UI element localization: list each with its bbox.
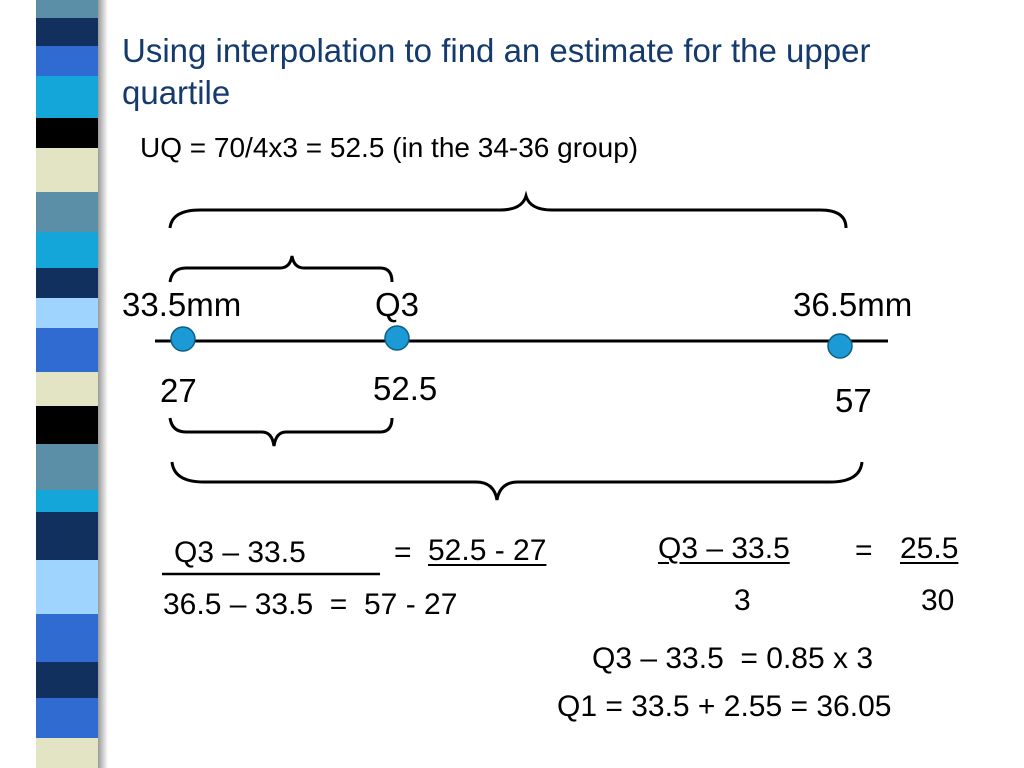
eq1-equals: = [394, 536, 412, 569]
stripe-segment [36, 268, 98, 298]
bottom-large-brace [170, 461, 864, 501]
stripe-segment [36, 738, 98, 768]
stripe-segment [36, 46, 98, 76]
stripe-segment [36, 18, 98, 46]
point-upper [827, 333, 853, 359]
q3-label: Q3 [375, 286, 420, 323]
eq1-denominator: 36.5 – 33.5 = 57 - 27 [163, 588, 458, 621]
stripe-segment [36, 372, 98, 406]
stripe-segment [36, 512, 98, 560]
result-line-2: Q1 = 33.5 + 2.55 = 36.05 [557, 690, 892, 723]
decorative-stripe-bar [36, 0, 98, 768]
stripe-segment [36, 444, 98, 490]
q3-cf-value: 52.5 [373, 370, 438, 407]
upper-cf-value: 57 [835, 382, 872, 419]
upper-bound-label: 36.5mm [793, 286, 913, 323]
eq2-equals: = [855, 534, 873, 567]
stripe-segment [36, 148, 98, 192]
bottom-small-brace [168, 417, 394, 447]
uq-calculation: UQ = 70/4x3 = 52.5 (in the 34-36 group) [140, 132, 639, 163]
eq2-denominator-left: 3 [734, 584, 751, 617]
eq1-numerator-left: Q3 – 33.5 [174, 536, 306, 569]
stripe-segment [36, 298, 98, 328]
stripe-segment [36, 0, 98, 18]
stripe-shadow [98, 0, 108, 768]
stripe-segment [36, 662, 98, 698]
slide-title: Using interpolation to find an estimate … [122, 32, 871, 111]
eq2-denominator-right: 30 [921, 584, 955, 617]
stripe-segment [36, 76, 98, 118]
point-q3 [384, 325, 410, 351]
top-large-brace [168, 190, 848, 229]
stripe-segment [36, 406, 98, 444]
stripe-segment [36, 614, 98, 662]
top-small-brace [168, 255, 394, 283]
stripe-segment [36, 560, 98, 614]
stripe-segment [36, 490, 98, 512]
point-lower [170, 326, 196, 352]
stripe-segment [36, 698, 98, 738]
eq2-numerator-right: 25.5 [900, 532, 959, 565]
stripe-segment [36, 232, 98, 268]
eq2-numerator-left: Q3 – 33.5 [658, 532, 790, 565]
stripe-segment [36, 328, 98, 372]
eq1-numerator-right: 52.5 - 27 [428, 534, 547, 567]
lower-bound-label: 33.5mm [122, 286, 242, 323]
stripe-segment [36, 118, 98, 148]
result-line-1: Q3 – 33.5 = 0.85 x 3 [592, 642, 874, 675]
lower-cf-value: 27 [160, 372, 197, 409]
stripe-segment [36, 192, 98, 232]
